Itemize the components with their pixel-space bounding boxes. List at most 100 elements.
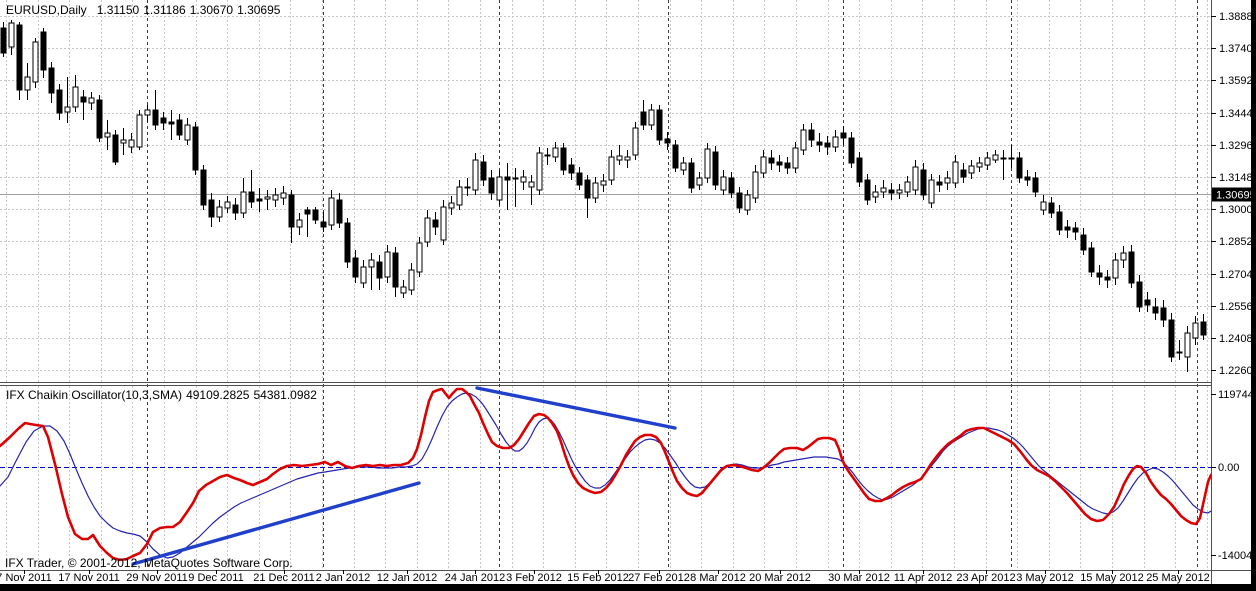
candle-down — [336, 193, 343, 228]
candle-down — [1144, 292, 1151, 312]
candle-up — [32, 38, 39, 88]
candle-body — [1184, 332, 1191, 358]
candle-up — [72, 75, 79, 112]
candle-body — [1056, 211, 1063, 231]
candle-body — [368, 259, 375, 268]
time-axis[interactable]: 7 Nov 2011 17 Nov 2011 29 Nov 2011 9 Dec 20… — [0, 570, 1210, 584]
candle-body — [1176, 351, 1183, 354]
candle-up — [136, 110, 143, 150]
candle-down — [808, 123, 815, 147]
candle-body — [760, 156, 767, 174]
candle-body — [848, 137, 855, 164]
candle-body — [672, 144, 679, 169]
candle-down — [1104, 270, 1111, 288]
candle-body — [824, 142, 831, 148]
oscillator-main-line — [0, 387, 1211, 562]
candle-body — [392, 252, 399, 288]
low-value: 1.30670 — [189, 3, 234, 17]
time-axis-label: 20 Mar 2012 — [749, 572, 811, 584]
price-axis-label: 1.24080 — [1219, 333, 1256, 345]
candle-body — [256, 198, 263, 202]
candle-body — [536, 152, 543, 191]
candle-body — [384, 251, 391, 278]
candle-up — [720, 170, 727, 195]
candle-up — [512, 168, 519, 207]
candle-down — [1096, 265, 1103, 285]
candle-up — [600, 174, 607, 192]
candle-up — [8, 20, 15, 55]
indicator-axis[interactable]: 119744.1 0.00 -140044.1 — [1211, 389, 1256, 562]
candle-body — [456, 186, 463, 206]
candle-body — [984, 157, 991, 166]
candle-body — [336, 199, 343, 224]
time-axis-label: 3 Feb 2012 — [506, 572, 562, 584]
candle-down — [920, 163, 927, 200]
candle-body — [776, 161, 783, 166]
candle-up — [104, 120, 111, 150]
candle-up — [680, 157, 687, 175]
candle-up — [696, 172, 703, 190]
candle-down — [1048, 197, 1055, 218]
candle-body — [696, 177, 703, 186]
candle-down — [672, 140, 679, 172]
candle-up — [616, 145, 623, 165]
candle-body — [608, 156, 615, 181]
candle-body — [1200, 321, 1207, 336]
candle-up — [760, 150, 767, 178]
time-axis-label: 24 Jan 2012 — [445, 572, 506, 584]
candle-up — [592, 177, 599, 203]
candle-down — [288, 190, 295, 243]
candle-body — [1024, 176, 1031, 181]
close-value: 1.30695 — [237, 3, 281, 17]
candle-up — [328, 190, 335, 230]
trendline-ascending-support[interactable] — [131, 481, 421, 566]
candle-up — [416, 237, 423, 277]
time-axis-label: 3 May 2012 — [1016, 572, 1073, 584]
candle-down — [768, 150, 775, 170]
candle-body — [408, 269, 415, 291]
candle-down — [168, 110, 175, 140]
candle-down — [56, 84, 63, 120]
candle-up — [144, 105, 151, 122]
price-axis[interactable]: 1.38880 1.37400 1.35920 1.34440 1.32960 1.314… — [1211, 11, 1256, 377]
candle-down — [888, 183, 895, 200]
candle-body — [736, 192, 743, 209]
candle-body — [56, 89, 63, 114]
candle-body — [352, 257, 359, 278]
candle-body — [304, 209, 311, 215]
candle-body — [568, 164, 575, 174]
candle-up — [744, 190, 751, 215]
candle-down — [1136, 275, 1143, 312]
candle-body — [1152, 306, 1159, 314]
candle-body — [232, 204, 239, 214]
candle-body — [1144, 299, 1151, 306]
bid-box-rect — [1212, 187, 1256, 202]
candle-body — [288, 194, 295, 228]
candle-down — [1016, 152, 1023, 183]
candle-body — [960, 169, 967, 178]
indicator-axis-label: -140044.1 — [1218, 550, 1256, 562]
candle-body — [120, 139, 127, 144]
copyright-label: IFX Trader, © 2001-2012, MetaQuotes Soft… — [5, 556, 293, 570]
candles-layer — [0, 20, 1207, 372]
price-axis-label: 1.35920 — [1219, 75, 1256, 87]
candle-body — [240, 191, 247, 214]
candle-down — [376, 255, 383, 290]
candle-body — [1160, 307, 1167, 321]
candle-down — [160, 112, 167, 130]
candle-body — [880, 187, 887, 193]
candle-down — [256, 188, 263, 212]
candle-body — [936, 181, 943, 186]
candle-down — [824, 136, 831, 155]
candle-body — [896, 189, 903, 194]
candle-body — [640, 111, 647, 126]
trendline-descending-resistance[interactable] — [475, 386, 677, 430]
candle-body — [600, 180, 607, 186]
time-axis-label: 17 Nov 2011 — [58, 572, 120, 584]
time-axis-label: 25 May 2012 — [1146, 572, 1210, 584]
indicator-value-1: 49109.2825 — [186, 388, 250, 402]
candle-up — [1000, 150, 1007, 180]
candle-up — [1120, 246, 1127, 268]
